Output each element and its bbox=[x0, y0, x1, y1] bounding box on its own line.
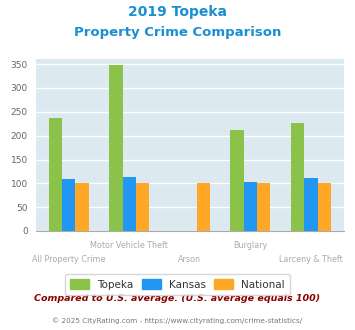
Text: Compared to U.S. average. (U.S. average equals 100): Compared to U.S. average. (U.S. average … bbox=[34, 294, 321, 303]
Text: © 2025 CityRating.com - https://www.cityrating.com/crime-statistics/: © 2025 CityRating.com - https://www.city… bbox=[53, 317, 302, 324]
Bar bbox=[304, 178, 318, 231]
Bar bbox=[123, 177, 136, 231]
Bar bbox=[136, 183, 149, 231]
Bar bbox=[76, 183, 89, 231]
Text: All Property Crime: All Property Crime bbox=[32, 255, 105, 264]
Bar bbox=[244, 182, 257, 231]
Bar bbox=[197, 183, 210, 231]
Bar bbox=[109, 65, 123, 231]
Bar bbox=[291, 123, 304, 231]
Text: Burglary: Burglary bbox=[233, 241, 268, 250]
Bar bbox=[62, 179, 76, 231]
Text: Larceny & Theft: Larceny & Theft bbox=[279, 255, 343, 264]
Text: 2019 Topeka: 2019 Topeka bbox=[128, 5, 227, 19]
Bar bbox=[257, 183, 271, 231]
Bar bbox=[318, 183, 331, 231]
Bar bbox=[230, 130, 244, 231]
Text: Property Crime Comparison: Property Crime Comparison bbox=[74, 26, 281, 39]
Text: Arson: Arson bbox=[179, 255, 201, 264]
Legend: Topeka, Kansas, National: Topeka, Kansas, National bbox=[65, 274, 290, 295]
Bar bbox=[49, 117, 62, 231]
Text: Motor Vehicle Theft: Motor Vehicle Theft bbox=[91, 241, 168, 250]
